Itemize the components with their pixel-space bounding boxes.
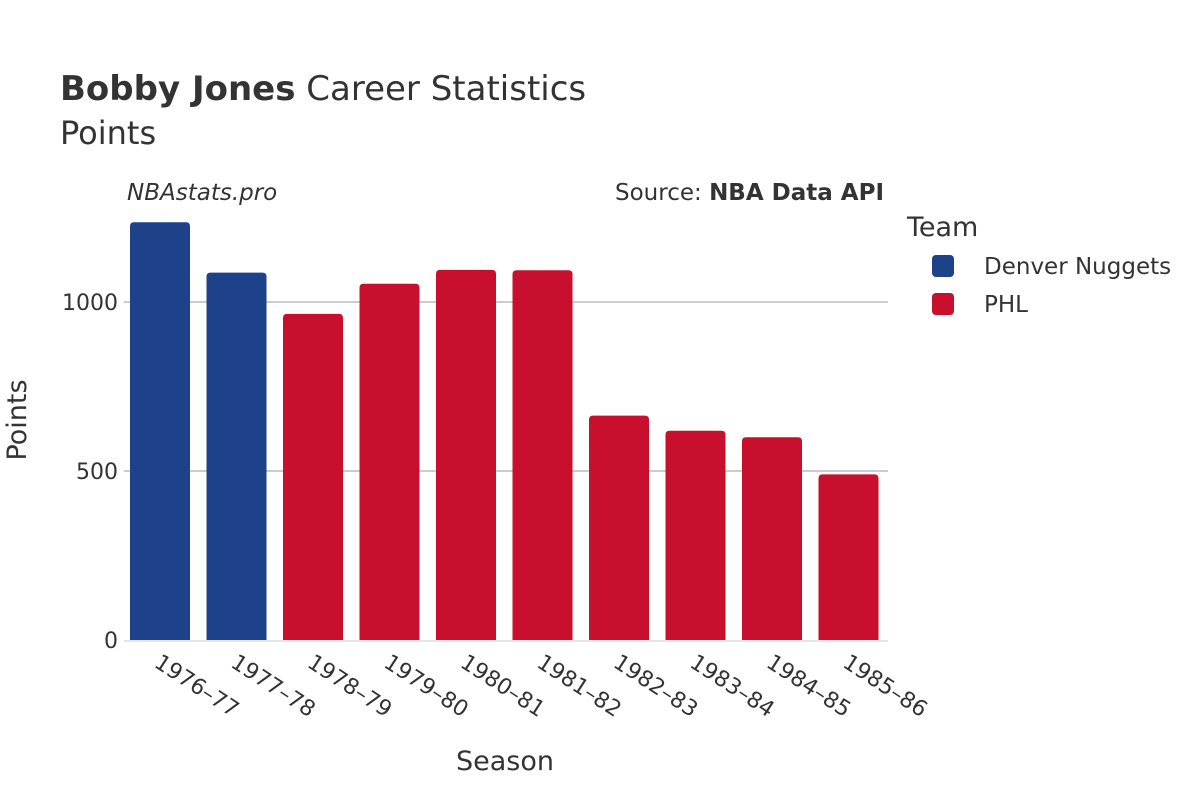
x-tick-label: 1980–81 [456, 650, 549, 723]
x-tick-label: 1977–78 [226, 650, 319, 723]
legend-swatch [932, 255, 954, 277]
x-tick-label: 1985–86 [838, 650, 931, 723]
chart-title-rest: Career Statistics [295, 69, 586, 109]
chart-title: Bobby Jones Career Statistics [60, 69, 586, 109]
legend: Team Denver Nuggets PHL [906, 212, 1171, 318]
x-tick-label: 1979–80 [379, 650, 472, 723]
x-tick-label: 1984–85 [762, 650, 855, 723]
source-prefix: Source: [615, 180, 709, 206]
bar-1985–86 [818, 474, 879, 640]
chart-title-bold: Bobby Jones [60, 69, 295, 109]
x-tick-label: 1982–83 [609, 650, 702, 723]
chart-subtitle: Points [60, 114, 156, 152]
bar-1982–83 [589, 415, 649, 640]
y-tick-labels: 0 500 1000 [62, 291, 118, 654]
bars [130, 222, 879, 640]
x-tick-label: 1983–84 [685, 650, 778, 723]
legend-label: PHL [984, 292, 1028, 318]
bar-1984–85 [742, 437, 802, 640]
x-tick-label: 1981–82 [532, 650, 625, 723]
bar-1980–81 [436, 269, 496, 640]
x-tick-labels: 1976–771977–781978–791979–801980–811981–… [150, 650, 932, 723]
x-tick-label: 1976–77 [150, 650, 243, 723]
x-tick-label: 1978–79 [303, 650, 396, 723]
bar-1981–82 [512, 270, 573, 640]
bar-1978–79 [283, 313, 343, 640]
bar-1979–80 [359, 283, 420, 640]
y-axis-title: Points [2, 379, 33, 460]
x-axis-title: Season [456, 746, 554, 777]
legend-swatch [932, 293, 954, 315]
y-tick-label: 500 [76, 460, 118, 485]
y-tick-label: 0 [104, 629, 118, 654]
source-text: Source: NBA Data API [615, 180, 884, 206]
bar-1977–78 [206, 272, 267, 640]
source-name: NBA Data API [709, 180, 884, 206]
y-tick-label: 1000 [62, 291, 118, 316]
bar-1983–84 [665, 430, 726, 640]
bar-1976–77 [130, 222, 190, 640]
legend-label: Denver Nuggets [984, 254, 1171, 280]
legend-title: Team [906, 212, 978, 243]
watermark: NBAstats.pro [127, 180, 277, 206]
